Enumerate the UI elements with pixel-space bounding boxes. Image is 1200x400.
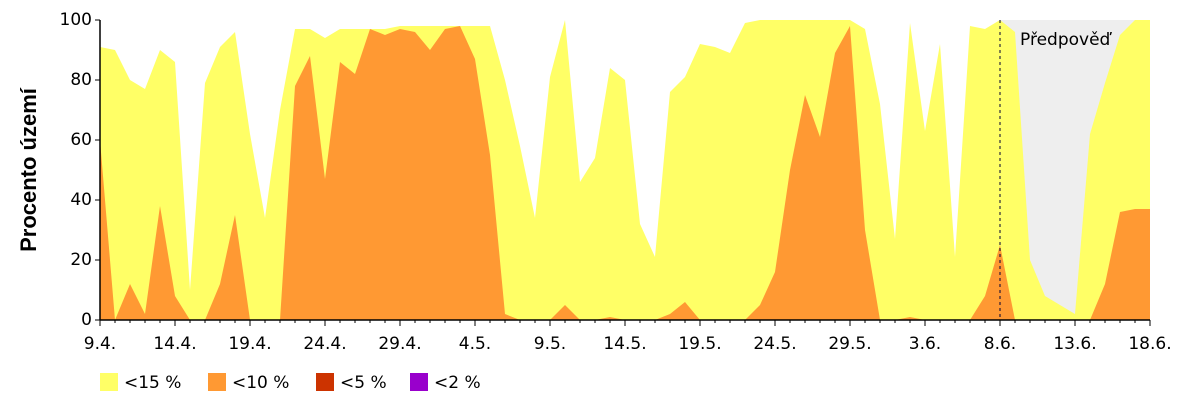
x-tick-label: 18.6. — [1128, 334, 1171, 354]
y-tick-label: 100 — [60, 10, 92, 30]
annotation: Předpověď — [1020, 30, 1113, 50]
y-tick-label: 20 — [70, 250, 92, 270]
x-tick-label: 29.4. — [378, 334, 421, 354]
legend-swatch — [410, 373, 428, 391]
y-axis-label: Procento území — [16, 87, 41, 252]
legend-swatch — [100, 373, 118, 391]
y-tick-label: 60 — [70, 130, 92, 150]
x-tick-label: 24.4. — [303, 334, 346, 354]
x-tick-label: 14.4. — [153, 334, 196, 354]
x-tick-label: 3.6. — [909, 334, 941, 354]
y-tick-label: 80 — [70, 70, 92, 90]
x-tick-label: 8.6. — [984, 334, 1016, 354]
x-tick-label: 9.4. — [84, 334, 116, 354]
x-tick-label: 13.6. — [1053, 334, 1096, 354]
area — [100, 26, 1150, 320]
y-tick-label: 0 — [81, 310, 92, 330]
x-tick-label: 19.4. — [228, 334, 271, 354]
legend-swatch — [316, 373, 334, 391]
y-tick-label: 40 — [70, 190, 92, 210]
x-tick-label: 29.5. — [828, 334, 871, 354]
x-tick-label: 24.5. — [753, 334, 796, 354]
legend-swatch — [208, 373, 226, 391]
x-tick-label: 9.5. — [534, 334, 566, 354]
x-tick-label: 4.5. — [459, 334, 491, 354]
legend-label: <10 % — [232, 373, 289, 393]
x-tick-label: 19.5. — [678, 334, 721, 354]
legend-label: <15 % — [124, 373, 181, 393]
legend-label: <2 % — [434, 373, 481, 393]
x-tick-label: 14.5. — [603, 334, 646, 354]
legend-label: <5 % — [340, 373, 387, 393]
